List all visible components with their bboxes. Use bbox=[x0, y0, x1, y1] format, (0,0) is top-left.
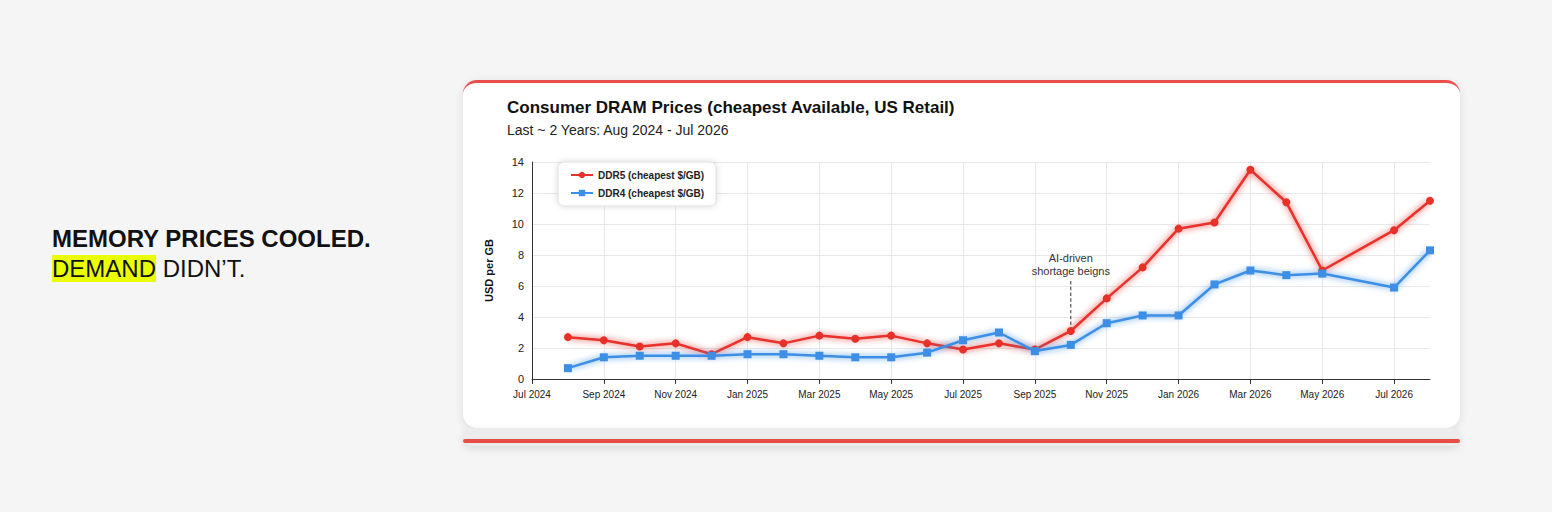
svg-text:DDR4 (cheapest $/GB): DDR4 (cheapest $/GB) bbox=[598, 188, 704, 199]
svg-text:Mar 2026: Mar 2026 bbox=[1229, 389, 1272, 400]
svg-text:Jan 2026: Jan 2026 bbox=[1158, 389, 1200, 400]
svg-text:Jul 2024: Jul 2024 bbox=[513, 389, 551, 400]
svg-text:Sep 2025: Sep 2025 bbox=[1013, 389, 1056, 400]
svg-text:Nov 2025: Nov 2025 bbox=[1085, 389, 1128, 400]
svg-text:Jan 2025: Jan 2025 bbox=[727, 389, 769, 400]
svg-text:12: 12 bbox=[512, 187, 524, 199]
svg-text:6: 6 bbox=[518, 280, 524, 292]
svg-text:Jul 2026: Jul 2026 bbox=[1375, 389, 1413, 400]
html-text:DEMAND DIDN’T.: DEMAND DIDN’T. bbox=[52, 255, 246, 282]
svg-text:Consumer DRAM Prices (cheapest: Consumer DRAM Prices (cheapest Available… bbox=[507, 98, 955, 117]
svg-text:Nov 2024: Nov 2024 bbox=[654, 389, 697, 400]
svg-text:4: 4 bbox=[518, 311, 524, 323]
svg-text:Jul 2025: Jul 2025 bbox=[944, 389, 982, 400]
html-text:MEMORY PRICES COOLED.: MEMORY PRICES COOLED. bbox=[52, 225, 371, 252]
svg-text:14: 14 bbox=[512, 156, 524, 168]
svg-text:shortage beigns: shortage beigns bbox=[1032, 265, 1111, 277]
svg-text:Last ~ 2 Years: Aug 2024 - Jul: Last ~ 2 Years: Aug 2024 - Jul 2026 bbox=[507, 122, 729, 138]
svg-text:Sep 2024: Sep 2024 bbox=[582, 389, 625, 400]
svg-text:DDR5 (cheapest $/GB): DDR5 (cheapest $/GB) bbox=[598, 170, 704, 181]
svg-text:0: 0 bbox=[518, 373, 524, 385]
svg-text:2: 2 bbox=[518, 342, 524, 354]
svg-text:AI-driven: AI-driven bbox=[1049, 252, 1093, 264]
svg-text:10: 10 bbox=[512, 218, 524, 230]
svg-text:Mar 2025: Mar 2025 bbox=[798, 389, 841, 400]
svg-text:May 2025: May 2025 bbox=[869, 389, 913, 400]
svg-text:8: 8 bbox=[518, 249, 524, 261]
svg-text:May 2026: May 2026 bbox=[1300, 389, 1344, 400]
svg-text:USD per GB: USD per GB bbox=[483, 239, 495, 302]
